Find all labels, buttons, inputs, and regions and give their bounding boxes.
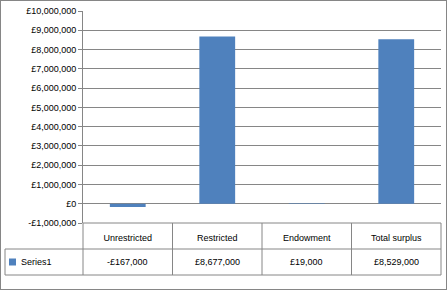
svg-text:Unrestricted: Unrestricted — [103, 233, 152, 243]
svg-text:£4,000,000: £4,000,000 — [31, 122, 76, 132]
svg-text:£10,000,000: £10,000,000 — [26, 6, 76, 16]
svg-text:£6,000,000: £6,000,000 — [31, 83, 76, 93]
svg-text:£8,000,000: £8,000,000 — [31, 45, 76, 55]
svg-text:Restricted: Restricted — [197, 233, 238, 243]
svg-text:£7,000,000: £7,000,000 — [31, 64, 76, 74]
svg-text:-£1,000,000: -£1,000,000 — [28, 218, 76, 228]
svg-text:£9,000,000: £9,000,000 — [31, 25, 76, 35]
svg-text:£5,000,000: £5,000,000 — [31, 103, 76, 113]
svg-text:Endowment: Endowment — [283, 233, 331, 243]
svg-text:£2,000,000: £2,000,000 — [31, 160, 76, 170]
svg-text:£3,000,000: £3,000,000 — [31, 141, 76, 151]
svg-text:Total surplus: Total surplus — [371, 233, 422, 243]
svg-text:-£167,000: -£167,000 — [107, 257, 148, 267]
svg-text:Series1: Series1 — [21, 257, 52, 267]
svg-text:£1,000,000: £1,000,000 — [31, 180, 76, 190]
svg-text:£8,677,000: £8,677,000 — [195, 257, 240, 267]
svg-text:£0: £0 — [66, 199, 76, 209]
svg-text:£8,529,000: £8,529,000 — [374, 257, 419, 267]
svg-text:£19,000: £19,000 — [290, 257, 323, 267]
